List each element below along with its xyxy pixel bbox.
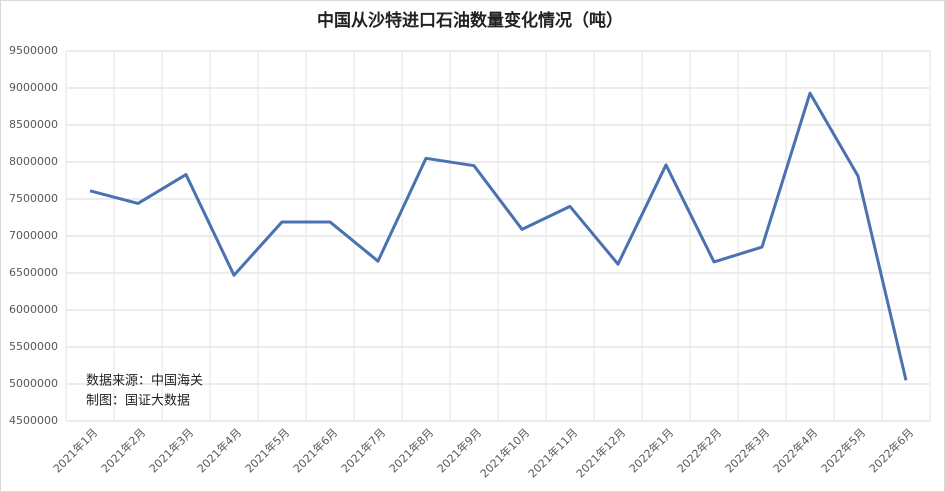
y-tick-label: 7000000 — [9, 229, 58, 242]
line — [89, 91, 908, 381]
y-tick-label: 8500000 — [9, 118, 58, 131]
y-tick-label: 8000000 — [9, 155, 58, 168]
y-tick-label: 6500000 — [9, 266, 58, 279]
y-tick-label: 5000000 — [9, 377, 58, 390]
y-tick-label: 9000000 — [9, 81, 58, 94]
y-tick-label: 9500000 — [9, 44, 58, 57]
y-tick-label: 4500000 — [9, 414, 58, 427]
y-tick-label: 6000000 — [9, 303, 58, 316]
y-tick-label: 5500000 — [9, 340, 58, 353]
chart-title: 中国从沙特进口石油数量变化情况（吨） — [317, 10, 623, 31]
y-tick-label: 7500000 — [9, 192, 58, 205]
annotation: 制图：国证大数据 — [86, 394, 190, 409]
annotation: 数据来源：中国海关 — [86, 374, 203, 389]
